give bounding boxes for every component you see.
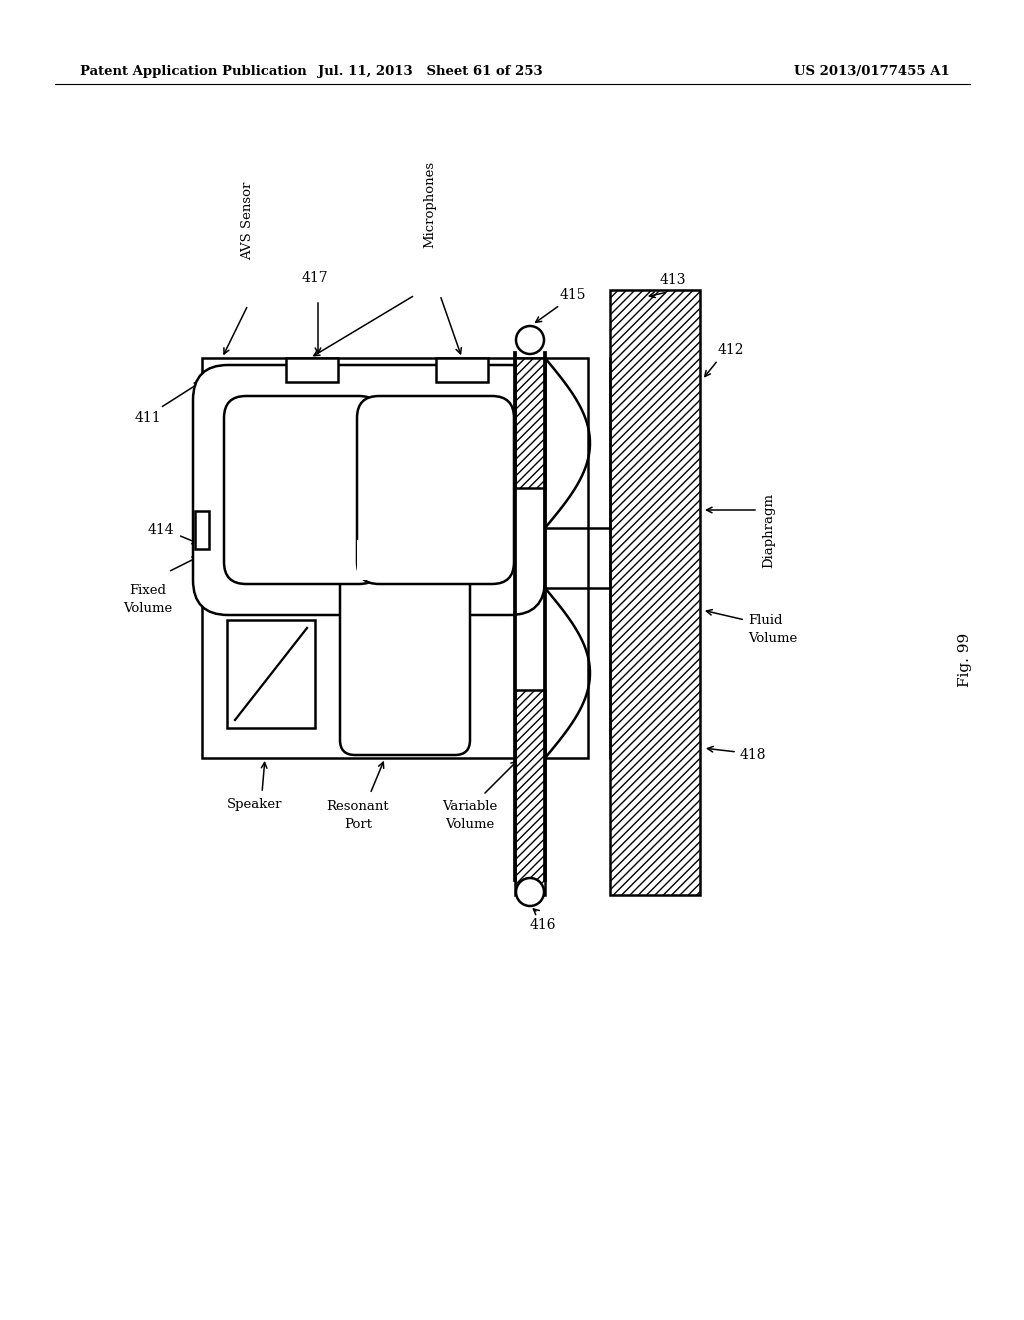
Text: Patent Application Publication: Patent Application Publication [80, 66, 307, 78]
Text: Volume: Volume [445, 818, 495, 832]
Text: Fluid: Fluid [748, 614, 782, 627]
Text: Variable: Variable [442, 800, 498, 813]
FancyBboxPatch shape [193, 366, 545, 615]
Text: Volume: Volume [123, 602, 173, 615]
Bar [286, 358, 338, 381]
Bar [515, 358, 545, 488]
Text: Fig. 99: Fig. 99 [958, 632, 972, 688]
FancyBboxPatch shape [340, 557, 470, 755]
Bar [227, 620, 315, 729]
Text: Jul. 11, 2013   Sheet 61 of 253: Jul. 11, 2013 Sheet 61 of 253 [317, 66, 543, 78]
FancyBboxPatch shape [357, 396, 514, 583]
Text: 414: 414 [147, 523, 174, 537]
Bar [515, 690, 545, 895]
Text: Volume: Volume [748, 631, 798, 644]
Text: Resonant: Resonant [327, 800, 389, 813]
Text: 416: 416 [529, 917, 556, 932]
Text: 411: 411 [135, 411, 162, 425]
Text: 417: 417 [302, 271, 329, 285]
Text: Speaker: Speaker [227, 799, 283, 810]
Bar [610, 290, 700, 895]
Text: Microphones: Microphones [424, 161, 436, 248]
Text: AVS Sensor: AVS Sensor [242, 182, 255, 260]
Circle shape [516, 878, 544, 906]
Text: US 2013/0177455 A1: US 2013/0177455 A1 [795, 66, 950, 78]
Circle shape [516, 326, 544, 354]
Text: Fixed: Fixed [129, 583, 167, 597]
FancyBboxPatch shape [224, 396, 381, 583]
Bar [436, 358, 488, 381]
Bar [357, 540, 453, 579]
Bar [202, 358, 588, 758]
Text: 415: 415 [560, 288, 587, 302]
Text: 418: 418 [740, 748, 767, 762]
Text: Diaphragm: Diaphragm [762, 492, 775, 568]
Bar [195, 511, 209, 549]
Text: 412: 412 [718, 343, 744, 356]
Text: Port: Port [344, 818, 372, 832]
Text: 413: 413 [660, 273, 686, 286]
